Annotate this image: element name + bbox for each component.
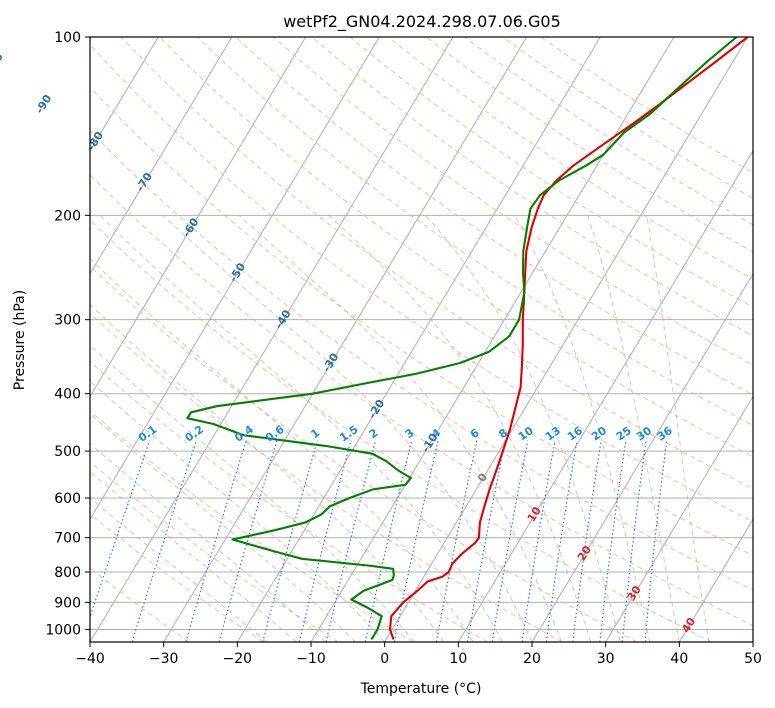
moist-adiabat-line [328, 214, 592, 642]
mixing-ratio-line [491, 440, 529, 642]
mixing-ratio-line [644, 440, 668, 642]
isotherm-line [90, 37, 159, 152]
x-tick-label: 20 [523, 651, 541, 667]
background-grid [90, 37, 753, 642]
temperature-line [388, 37, 749, 640]
dry-adiabat-line [90, 43, 753, 523]
isotherm-line [163, 37, 528, 642]
isotherm-line [457, 149, 753, 642]
x-tick-label: −20 [223, 651, 253, 667]
moist-adiabat-line [238, 214, 562, 642]
moist-adiabat-line [587, 215, 680, 642]
mixing-ratio-line [521, 440, 556, 642]
dry-adiabat-line [90, 461, 339, 642]
mixing-ratio-line [364, 440, 413, 642]
isotherm-line [236, 37, 601, 642]
moist-adiabat-line [514, 215, 651, 642]
isotherm-line [384, 37, 749, 642]
dry-adiabat-line [90, 219, 712, 642]
mixing-ratio-line [218, 440, 278, 642]
mixing-ratio-line [262, 440, 318, 642]
moist-adiabat-line [90, 304, 444, 642]
x-tick-label: 50 [744, 651, 762, 667]
mixing-ratio-line [599, 440, 627, 642]
mixing-ratio-line [572, 440, 602, 642]
isotherm-line [605, 395, 753, 642]
dry-adiabat-line [120, 37, 753, 490]
y-tick-label: 1000 [45, 622, 81, 638]
dry-adiabat-line [90, 130, 753, 591]
moist-adiabat-line [90, 497, 268, 642]
x-tick-label: −40 [75, 651, 105, 667]
x-tick-label: 30 [597, 651, 615, 667]
axes: −40 −30 −20 −10 0 10 20 30 40 50 100 200 300 400 500 60… [45, 30, 762, 667]
x-tick-label: 10 [449, 651, 467, 667]
y-tick-label: 300 [54, 313, 81, 329]
moist-adiabat-line [425, 214, 621, 642]
y-tick-label: 600 [54, 491, 81, 507]
dry-adiabat-line [90, 513, 264, 642]
mixing-ratio-line [185, 440, 247, 642]
mixing-ratio-line [298, 440, 352, 642]
isotherm-line [90, 37, 380, 521]
isotherm-line [531, 272, 753, 642]
mixing-ratio-line [325, 440, 377, 642]
isotherm-line [678, 518, 753, 642]
mixing-ratio-line [466, 440, 506, 642]
x-tick-label: 40 [670, 651, 688, 667]
dry-adiabat-line [90, 174, 753, 627]
moist-adiabat-line [90, 442, 327, 642]
moist-adiabat-line [162, 214, 533, 642]
mixing-ratio-line [435, 440, 478, 642]
dry-adiabat-line [273, 37, 753, 366]
moist-adiabat-line [90, 470, 297, 642]
dry-adiabat-line [90, 265, 638, 642]
x-tick-label: 0 [380, 651, 389, 667]
mixing-ratio-line [131, 440, 197, 642]
chart-title: wetPf2_GN04.2024.298.07.06.G05 [283, 12, 561, 32]
dry-adiabat-line [90, 360, 488, 642]
y-tick-label: 800 [54, 565, 81, 581]
moist-adiabat-line [646, 215, 710, 642]
y-tick-label: 100 [54, 30, 81, 46]
dry-adiabat-line [197, 37, 753, 427]
moist-adiabat-line [90, 413, 356, 642]
moist-adiabat-line [90, 344, 415, 642]
isotherm-line [90, 37, 233, 275]
plot-frame [89, 36, 754, 643]
y-tick-label: 700 [54, 531, 81, 547]
x-tick-label: −30 [149, 651, 179, 667]
mixing-ratio-line [393, 440, 439, 642]
dry-adiabat-line [90, 312, 563, 642]
y-tick-label: 400 [54, 387, 81, 403]
dry-adiabat-line [158, 37, 753, 458]
y-tick-label: 200 [54, 208, 81, 224]
dry-adiabat-line [349, 37, 753, 308]
mixing-ratio-line [545, 440, 578, 642]
x-axis-label: Temperature (°C) [360, 681, 482, 697]
isotherm-line [90, 37, 307, 398]
y-axis-label: Pressure (hPa) [12, 290, 28, 390]
x-tick-label: −10 [296, 651, 326, 667]
y-tick-label: 500 [54, 444, 81, 460]
dewpoint-line [186, 37, 738, 641]
isotherm-line [90, 37, 454, 642]
y-tick-label: 900 [54, 595, 81, 611]
sounding-profiles [186, 37, 749, 641]
mixing-ratio-line [621, 440, 647, 642]
